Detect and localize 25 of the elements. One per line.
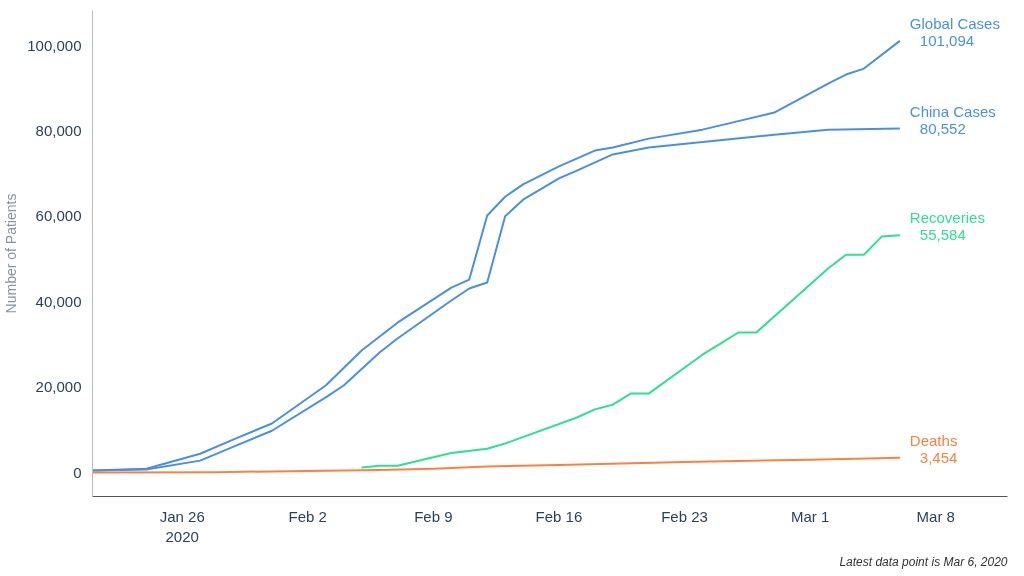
x-tick-label: Feb 2 [288,507,327,525]
data-label: 101,094 [919,31,975,49]
y-tick-label: 80,000 [35,121,82,139]
data-label: 3,454 [919,448,958,466]
y-axis-title: Number of Patients [3,193,20,314]
data-label: 55,584 [919,226,966,244]
x-tick-label: Mar 8 [916,507,955,525]
series-label: Recoveries [909,209,985,227]
x-tick-label: Feb 9 [414,507,453,525]
x-tick-label: Feb 16 [535,507,583,525]
series-label: Global Cases [909,14,1000,32]
data-label: 80,552 [919,119,966,137]
y-tick-label: 0 [73,463,82,481]
text: Latest data point is Mar 6, 2020 [839,554,1008,569]
y-tick-label: 40,000 [35,292,82,310]
y-tick-label: 20,000 [35,378,82,396]
series-label: China Cases [909,102,996,120]
y-tick-label: 100,000 [27,36,82,54]
series-label: Deaths [909,431,958,449]
line-series [92,456,901,474]
line-series [360,234,901,469]
x-tick-label: Feb 23 [661,507,708,525]
x-tick-label: Jan 26 2020 [159,507,205,545]
y-tick-label: 60,000 [35,207,82,225]
x-tick-label: Mar 1 [790,507,830,525]
